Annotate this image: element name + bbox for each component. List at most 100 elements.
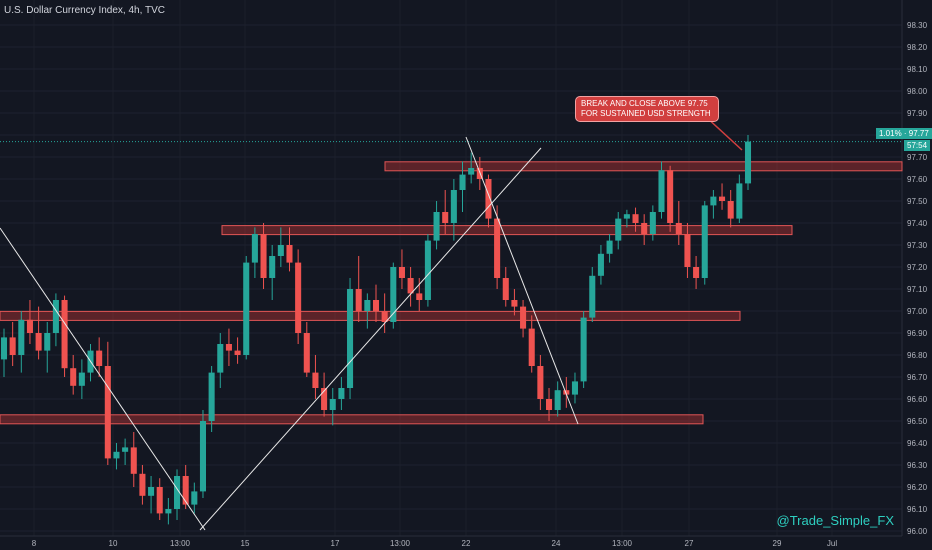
y-tick-label: 96.00 <box>907 527 928 536</box>
candle-body <box>545 399 553 410</box>
candle-body <box>675 223 682 234</box>
candle-body <box>286 245 293 263</box>
candle-body <box>727 201 734 219</box>
candle-body <box>658 170 665 212</box>
y-tick-label: 96.90 <box>907 329 928 338</box>
candle-body <box>450 190 457 223</box>
candle-body <box>303 333 310 373</box>
candle-body <box>52 300 59 333</box>
candle-body <box>18 319 25 355</box>
candle-body <box>710 196 717 206</box>
x-tick-label: 17 <box>331 539 340 548</box>
candle-body <box>416 293 423 300</box>
y-tick-label: 97.70 <box>907 153 928 162</box>
x-tick-label: 8 <box>32 539 37 548</box>
candle-body <box>0 337 8 360</box>
candle-body <box>442 212 449 223</box>
candle-body <box>217 344 224 373</box>
candle-body <box>269 256 276 278</box>
candle-body <box>580 317 587 382</box>
candle-body <box>597 253 604 276</box>
candle-body <box>494 218 501 278</box>
candle-body <box>589 275 596 318</box>
x-tick-label: 13:00 <box>170 539 191 548</box>
candle-body <box>122 447 129 452</box>
candle-body <box>44 333 51 351</box>
last-price: 97.77 <box>908 129 929 138</box>
countdown-tag: 57:54 <box>904 140 931 151</box>
y-tick-label: 96.70 <box>907 373 928 382</box>
candle-body <box>199 421 207 492</box>
trend-line <box>0 227 206 531</box>
candle-body <box>554 390 561 410</box>
y-tick-label: 96.80 <box>907 351 928 360</box>
y-tick-label: 96.30 <box>907 461 928 470</box>
y-tick-label: 97.60 <box>907 175 928 184</box>
candle-body <box>424 240 431 300</box>
y-tick-label: 96.50 <box>907 417 928 426</box>
y-tick-label: 96.60 <box>907 395 928 404</box>
y-tick-label: 97.40 <box>907 219 928 228</box>
y-tick-label: 97.50 <box>907 197 928 206</box>
candle-body <box>701 205 708 278</box>
sr-zone <box>221 225 793 236</box>
x-tick-label: 29 <box>773 539 782 548</box>
candle-body <box>251 234 258 263</box>
change-price-tag: 1.01% · 97.77 <box>876 128 932 139</box>
candle-body <box>96 350 103 366</box>
candle-body <box>398 267 405 278</box>
candle-body <box>321 388 328 410</box>
change-percent: 1.01% <box>879 129 902 138</box>
candle-body <box>528 328 535 366</box>
y-tick-label: 97.90 <box>907 109 928 118</box>
x-tick-label: 13:00 <box>612 539 633 548</box>
sr-zone <box>0 310 741 321</box>
candle-body <box>736 183 743 219</box>
candle-body <box>459 174 466 190</box>
candle-body <box>295 262 302 333</box>
candle-body <box>693 267 700 278</box>
candle-body <box>260 234 267 278</box>
x-tick-label: 27 <box>685 539 694 548</box>
candle-body <box>312 372 319 388</box>
candle-body <box>277 245 284 256</box>
candle-body <box>381 311 388 322</box>
trend-line <box>465 136 579 425</box>
candle-body <box>70 368 77 386</box>
candle-body <box>61 300 68 369</box>
y-tick-label: 97.20 <box>907 263 928 272</box>
candle-body <box>35 333 42 351</box>
candle-body <box>156 487 163 514</box>
y-tick-label: 98.20 <box>907 43 928 52</box>
candle-body <box>632 214 639 223</box>
annotation-callout: BREAK AND CLOSE ABOVE 97.75 FOR SUSTAINE… <box>575 96 719 122</box>
y-tick-label: 98.30 <box>907 21 928 30</box>
candle-body <box>468 168 475 175</box>
candle-body <box>191 491 198 505</box>
candle-body <box>139 473 146 496</box>
candle-body <box>511 300 518 307</box>
candle-body <box>571 381 579 395</box>
y-tick-label: 96.40 <box>907 439 928 448</box>
x-tick-label: 15 <box>241 539 250 548</box>
candle-body <box>243 262 250 355</box>
sr-zone <box>384 161 903 172</box>
candle-body <box>329 399 336 410</box>
candle-body <box>130 447 137 474</box>
candle-body <box>667 170 674 223</box>
candle-body <box>623 214 630 219</box>
candle-body <box>615 218 622 241</box>
candle-body <box>78 372 85 386</box>
candle-body <box>165 509 172 514</box>
candle-body <box>338 388 345 399</box>
candle-body <box>113 451 120 459</box>
y-tick-label: 98.10 <box>907 65 928 74</box>
candle-body <box>148 487 155 496</box>
candle-body <box>520 306 527 329</box>
x-tick-label: 22 <box>462 539 471 548</box>
author-watermark: @Trade_Simple_FX <box>776 513 894 528</box>
y-tick-label: 97.00 <box>907 307 928 316</box>
candle-body <box>684 234 691 267</box>
candle-body <box>104 366 111 459</box>
